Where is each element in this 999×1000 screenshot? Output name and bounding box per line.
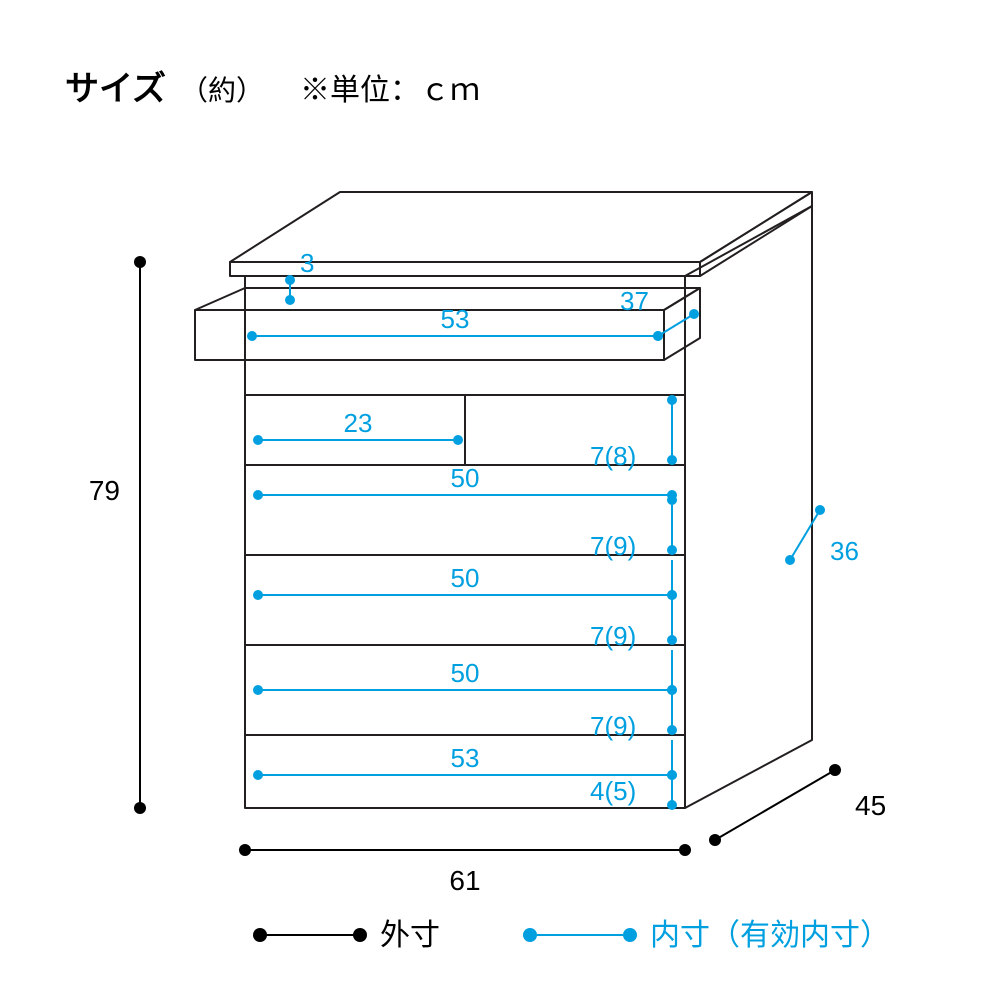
outer-dimensions: 79 61 45 bbox=[89, 256, 886, 896]
inner-bottom-h: 4(5) bbox=[590, 776, 636, 806]
outer-width: 61 bbox=[449, 865, 480, 896]
legend: 外寸 内寸（有効内寸） bbox=[253, 919, 890, 952]
title-main: サイズ bbox=[65, 69, 166, 108]
legend-outer: 外寸 bbox=[380, 919, 440, 952]
inner-top-gap: 3 bbox=[300, 248, 314, 278]
inner-full-width-2: 50 bbox=[451, 563, 480, 593]
inner-row1-h: 7(8) bbox=[590, 441, 636, 471]
outer-depth: 45 bbox=[855, 790, 886, 821]
inner-drawer-width: 53 bbox=[441, 304, 470, 334]
inner-half-width: 23 bbox=[344, 408, 373, 438]
inner-row4-h: 7(9) bbox=[590, 711, 636, 741]
dimension-diagram: サイズ （約） ※単位：ｃｍ bbox=[0, 0, 999, 1000]
inner-row2-h: 7(9) bbox=[590, 531, 636, 561]
title-approx: （約） bbox=[180, 75, 264, 106]
inner-row3-h: 7(9) bbox=[590, 621, 636, 651]
title-unit: ※単位：ｃｍ bbox=[300, 74, 480, 107]
inner-drawer-depth: 37 bbox=[620, 286, 649, 316]
inner-side-depth: 36 bbox=[830, 536, 859, 566]
inner-full-width-1: 50 bbox=[451, 463, 480, 493]
legend-inner: 内寸（有効内寸） bbox=[650, 919, 890, 952]
outer-height: 79 bbox=[89, 475, 120, 506]
inner-full-width-3: 50 bbox=[451, 658, 480, 688]
inner-bottom-width: 53 bbox=[451, 743, 480, 773]
cabinet-outline bbox=[195, 192, 812, 808]
inner-dimensions: 3 53 37 23 7(8) 50 7(9) bbox=[247, 248, 859, 810]
